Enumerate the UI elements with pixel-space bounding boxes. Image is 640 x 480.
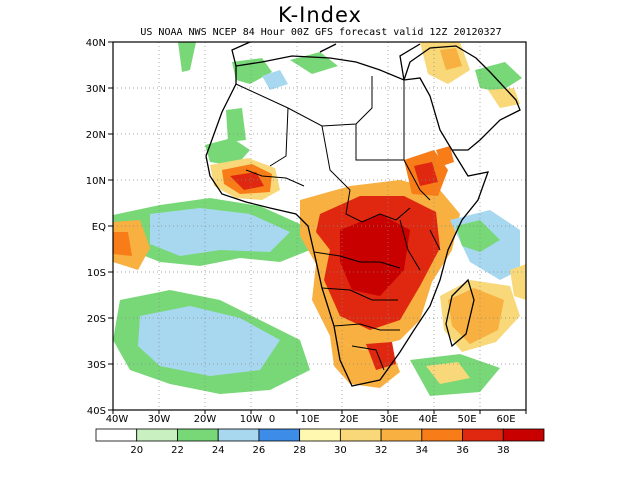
red-zone-ethiopia [414, 162, 438, 186]
lon-label: 20W [194, 414, 217, 425]
lon-label: 40W [106, 414, 129, 425]
colorbar-swatch [299, 428, 341, 442]
colorbar-swatch [339, 428, 382, 442]
colorbar-label: 20 [130, 445, 143, 456]
colorbar-labels: 20 22 24 26 28 30 32 34 36 38 [130, 445, 509, 456]
green-patch-atlantic-north [178, 42, 196, 72]
italy-coastline [319, 43, 337, 53]
colorbar-label: 30 [334, 445, 347, 456]
colorbar-swatch [177, 428, 219, 442]
grid-lines [113, 42, 526, 410]
colorbar-swatch [462, 428, 504, 442]
green-patch-senegal [205, 138, 250, 166]
lon-label: 20E [339, 414, 358, 425]
colorbar-swatch [217, 428, 260, 442]
colorbar-label: 32 [375, 445, 388, 456]
green-zone-indian-ocean [456, 220, 500, 252]
colorbar-label: 22 [171, 445, 184, 456]
lat-label: 30N [86, 84, 106, 95]
coastlines-and-borders [205, 42, 521, 387]
lat-label: EQ [92, 222, 106, 233]
blue-band-tropical-atlantic [150, 208, 290, 256]
lat-label: 40N [86, 38, 106, 49]
orange-spot-red-sea [436, 146, 454, 166]
colorbar-swatch [95, 428, 138, 442]
colorbar-label: 24 [212, 445, 225, 456]
dark-orange-patch-west-atlantic [113, 232, 132, 256]
lat-ticks [108, 41, 113, 411]
country-borders [235, 76, 441, 371]
colorbar-label: 28 [293, 445, 306, 456]
lon-label: 0 [269, 414, 275, 425]
lat-label: 10N [86, 176, 106, 187]
lon-label: 50E [457, 414, 476, 425]
blue-zone-south-atlantic [138, 306, 280, 376]
lat-labels: 40N 30N 20N 10N EQ 10S 20S 30S 40S [86, 38, 106, 417]
map-title: K-Index [278, 3, 362, 27]
map-subtitle: US NOAA NWS NCEP 84 Hour 00Z GFS forecas… [140, 27, 502, 38]
lat-label: 10S [87, 268, 106, 279]
orange-patch-middle-east [440, 48, 462, 70]
lon-ticks [112, 410, 527, 414]
colorbar-swatch [258, 428, 301, 442]
green-patch-western-sahara [226, 108, 246, 142]
lat-label: 20S [87, 314, 106, 325]
lon-labels: 40W 30W 20W 10W 0 10E 20E 30E 40E 50E 60… [106, 414, 516, 425]
lon-label: 30E [379, 414, 398, 425]
colorbar-swatch [502, 428, 545, 442]
deep-red-core-central-africa [340, 214, 410, 296]
lon-label: 10E [300, 414, 319, 425]
colorbar-label: 36 [456, 445, 469, 456]
iberia-coastline [231, 42, 251, 67]
red-zone-west-africa [230, 172, 264, 190]
yellow-patch-east-indian-ocean [510, 264, 526, 300]
lon-label: 10W [240, 414, 263, 425]
madagascar-coastline [445, 278, 475, 348]
levant-coastline [399, 43, 421, 81]
colorbar-label: 26 [253, 445, 266, 456]
lon-label: 60E [496, 414, 515, 425]
blue-patch-morocco [262, 70, 288, 90]
k-index-field [113, 42, 526, 410]
orange-zone-madagascar [448, 288, 504, 344]
lat-label: 40S [87, 406, 106, 417]
colorbar-swatch [136, 428, 178, 442]
colorbar-label: 38 [497, 445, 510, 456]
yellow-patch-arabia [488, 88, 520, 108]
lat-label: 20N [86, 130, 106, 141]
colorbar-swatch [421, 428, 463, 442]
colorbar-swatch [380, 428, 423, 442]
lon-label: 40E [418, 414, 437, 425]
red-zone-southern-africa [366, 342, 396, 370]
arabia-coastline [403, 45, 521, 151]
colorbar-label: 34 [415, 445, 428, 456]
lon-label: 30W [148, 414, 171, 425]
lat-label: 30S [87, 360, 106, 371]
colorbar [95, 428, 545, 442]
yellow-zone-south-indian-ocean [426, 362, 470, 384]
